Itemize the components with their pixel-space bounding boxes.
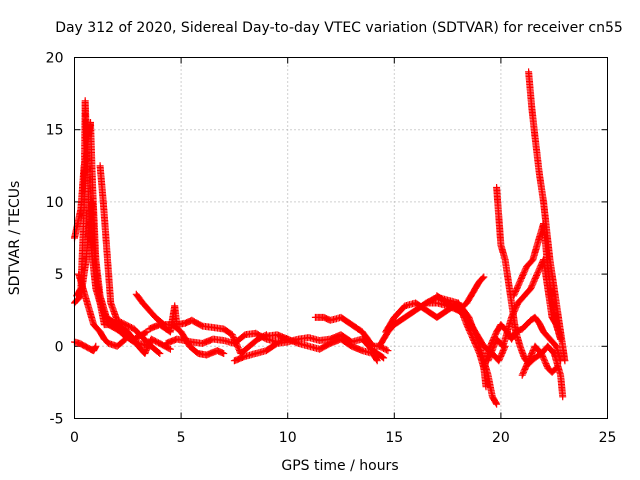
series-track-9: [162, 329, 292, 347]
plot-frame: [74, 57, 608, 419]
series-markers: [96, 163, 163, 356]
x-tick-label: 15: [385, 430, 403, 446]
y-tick-label: -5: [50, 412, 64, 428]
x-tick-label: 20: [492, 430, 510, 446]
y-tick-label: 10: [46, 195, 64, 211]
data-series: [71, 68, 569, 408]
x-tick-label: 25: [599, 430, 617, 446]
series-markers: [164, 330, 290, 347]
chart-title: Day 312 of 2020, Sidereal Day-to-day VTE…: [55, 20, 623, 36]
x-tick-label: 10: [279, 430, 297, 446]
series-track-8: [145, 302, 270, 357]
series-track-11: [262, 331, 381, 365]
x-axis-label: GPS time / hours: [281, 458, 398, 474]
series-markers: [75, 272, 128, 350]
series-track-22: [510, 220, 565, 343]
series-markers: [519, 343, 567, 399]
series-markers: [434, 293, 508, 364]
x-tick-label: 0: [70, 430, 79, 446]
series-track-19: [518, 342, 567, 401]
y-tick-labels: -5 0 5 10 15 20: [46, 51, 64, 428]
series-markers: [71, 199, 150, 342]
y-tick-label: 20: [46, 51, 64, 67]
y-tick-label: 15: [46, 123, 64, 139]
y-axis-label: SDTVAR / TECUs: [7, 181, 23, 296]
series-markers: [510, 221, 564, 342]
y-tick-label: 5: [55, 267, 64, 283]
x-tick-labels: 0 5 10 15 20 25: [70, 430, 616, 446]
series-track-5: [75, 270, 130, 350]
y-tick-label: 0: [55, 339, 64, 355]
series-track-10: [230, 331, 388, 365]
series-markers: [72, 338, 99, 354]
series-track-3: [71, 198, 151, 343]
series-markers: [264, 331, 380, 363]
series-track-16: [433, 292, 509, 365]
series-track-6: [96, 162, 164, 357]
series-markers: [232, 331, 386, 364]
x-tick-label: 5: [177, 430, 186, 446]
